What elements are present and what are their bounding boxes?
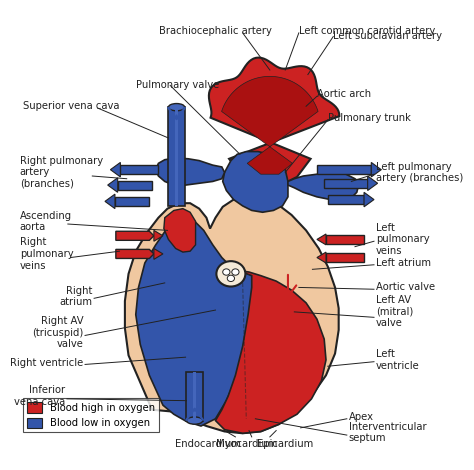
Polygon shape (223, 151, 288, 212)
Polygon shape (317, 165, 371, 174)
Text: Brachiocephalic artery: Brachiocephalic artery (159, 26, 272, 36)
Polygon shape (164, 209, 196, 252)
Text: Right ventricle: Right ventricle (10, 358, 83, 368)
Text: Left pulmonary
artery (branches): Left pulmonary artery (branches) (376, 162, 463, 183)
Text: Inferior
vena cava: Inferior vena cava (14, 385, 65, 407)
Text: Left subclavian artery: Left subclavian artery (333, 31, 442, 41)
Text: Aortic arch: Aortic arch (317, 89, 371, 100)
Text: Left atrium: Left atrium (376, 258, 431, 268)
Polygon shape (216, 270, 326, 433)
Polygon shape (317, 234, 326, 245)
Polygon shape (364, 192, 374, 207)
Ellipse shape (217, 261, 246, 287)
Legend: Blood high in oxygen, Blood low in oxygen: Blood high in oxygen, Blood low in oxyge… (23, 399, 159, 432)
Polygon shape (175, 108, 178, 206)
Polygon shape (110, 163, 120, 177)
Polygon shape (368, 176, 378, 190)
Text: Apex: Apex (349, 412, 374, 422)
Polygon shape (324, 179, 368, 188)
Ellipse shape (223, 269, 230, 275)
Ellipse shape (168, 103, 185, 111)
Polygon shape (221, 77, 318, 174)
Text: Epicardium: Epicardium (257, 439, 313, 449)
Text: Right
pulmonary
veins: Right pulmonary veins (20, 237, 73, 271)
Polygon shape (154, 249, 163, 259)
Ellipse shape (232, 269, 239, 275)
Polygon shape (186, 372, 203, 421)
Polygon shape (118, 180, 152, 189)
Polygon shape (125, 196, 339, 433)
Polygon shape (108, 178, 118, 192)
Polygon shape (155, 158, 225, 185)
Polygon shape (371, 163, 381, 177)
Polygon shape (168, 107, 185, 206)
Text: Endocardium: Endocardium (175, 439, 241, 449)
Text: Aortic valve: Aortic valve (376, 282, 435, 292)
Polygon shape (193, 372, 196, 421)
Polygon shape (116, 231, 154, 240)
Polygon shape (326, 235, 364, 244)
Polygon shape (317, 252, 326, 263)
Polygon shape (120, 165, 158, 174)
Text: Myocardium: Myocardium (216, 439, 277, 449)
Text: Pulmonary trunk: Pulmonary trunk (328, 113, 410, 123)
Polygon shape (115, 197, 149, 206)
Text: Left common carotid artery: Left common carotid artery (299, 26, 435, 36)
Polygon shape (288, 172, 359, 200)
Polygon shape (116, 250, 154, 259)
Text: Left
ventricle: Left ventricle (376, 349, 419, 371)
Ellipse shape (227, 275, 235, 282)
Text: Left AV
(mitral)
valve: Left AV (mitral) valve (376, 295, 413, 329)
Polygon shape (154, 230, 163, 241)
Polygon shape (326, 253, 364, 262)
Text: Right AV
(tricuspid)
valve: Right AV (tricuspid) valve (32, 316, 83, 349)
Text: Superior vena cava: Superior vena cava (23, 101, 119, 111)
Polygon shape (136, 218, 257, 426)
Text: Right
atrium: Right atrium (59, 286, 92, 307)
Text: Right pulmonary
artery
(branches): Right pulmonary artery (branches) (20, 156, 103, 189)
Polygon shape (328, 195, 364, 204)
Text: Interventricular
septum: Interventricular septum (349, 422, 426, 443)
Polygon shape (209, 57, 339, 186)
Text: Pulmonary valve: Pulmonary valve (136, 80, 219, 90)
Text: Left
pulmonary
veins: Left pulmonary veins (376, 223, 429, 256)
Text: Ascending
aorta: Ascending aorta (20, 211, 72, 232)
Polygon shape (105, 194, 115, 209)
Ellipse shape (186, 417, 203, 424)
